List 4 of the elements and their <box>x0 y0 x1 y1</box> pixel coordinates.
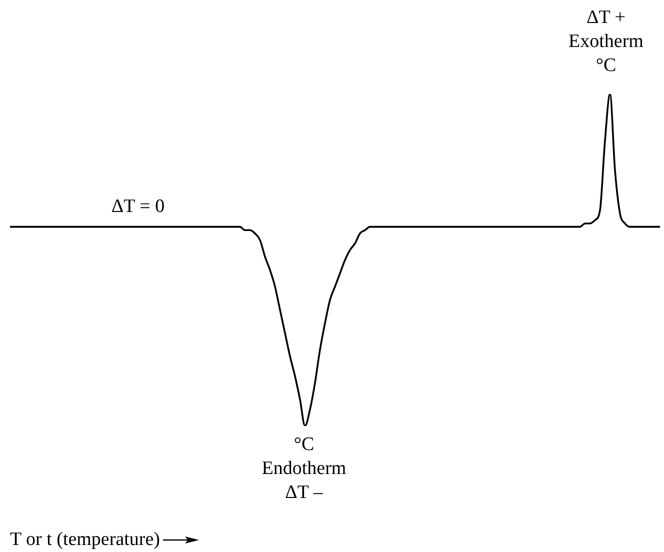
text: ΔT + Exotherm °C <box>568 6 644 78</box>
annotation: ΔT = 0 <box>110 195 166 219</box>
text: T or t (temperature) <box>10 528 160 552</box>
text: °C Endotherm ΔT – <box>260 433 348 505</box>
